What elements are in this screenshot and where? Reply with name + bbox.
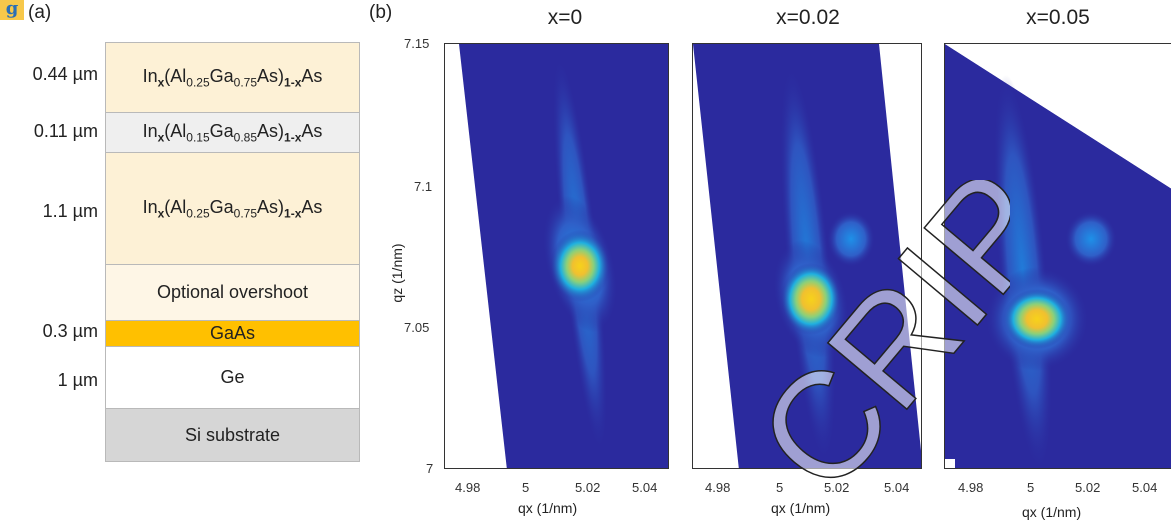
x-tick-label: 5 xyxy=(1027,480,1035,495)
x-tick-label: 5.02 xyxy=(824,480,850,495)
x-axis-label: qx (1/nm) xyxy=(518,500,578,516)
layer-stack: Inx(Al0.25Ga0.75As)1-xAs Inx(Al0.15Ga0.8… xyxy=(105,42,362,462)
panel-b-label: (b) xyxy=(369,2,393,23)
x-tick-label: 5.04 xyxy=(1132,480,1158,495)
journal-logo: g xyxy=(0,0,24,20)
layer-gaas: GaAs xyxy=(105,320,360,347)
y-axis-label: qz (1/nm) xyxy=(389,243,405,303)
x-axis-label: qx (1/nm) xyxy=(771,500,831,516)
layer-ingaalas-middle: Inx(Al0.15Ga0.85As)1-xAs xyxy=(105,112,360,153)
layer-formula: Inx(Al0.25Ga0.75As)1-xAs xyxy=(142,197,323,221)
x-tick-label: 4.98 xyxy=(455,480,481,495)
x-tick-label: 5.02 xyxy=(575,480,601,495)
y-tick-label: 7.1 xyxy=(414,179,433,194)
rsm-map-x0 xyxy=(444,43,669,469)
watermark-text: CRIPT xyxy=(725,180,1010,522)
x-tick-label: 5.02 xyxy=(1075,480,1101,495)
watermark: CRIPT xyxy=(724,180,1010,523)
y-tick-label: 7.15 xyxy=(404,36,430,51)
x-tick-label: 4.98 xyxy=(958,480,984,495)
layer-si-substrate: Si substrate xyxy=(105,408,360,462)
thickness-label: 0.44 µm xyxy=(32,64,98,84)
map-title-x002: x=0.02 xyxy=(776,6,840,29)
layer-ingaalas-top: Inx(Al0.25Ga0.75As)1-xAs xyxy=(105,42,360,113)
x-tick-label: 5.04 xyxy=(884,480,910,495)
thickness-label: 1.1 µm xyxy=(42,201,98,221)
layer-formula: Inx(Al0.25Ga0.75As)1-xAs xyxy=(142,65,323,90)
map-title-x0: x=0 xyxy=(547,6,583,29)
map-title-x005: x=0.05 xyxy=(1026,6,1090,29)
panel-a-label: (a) xyxy=(28,2,52,23)
thickness-label: 0.3 µm xyxy=(42,321,98,341)
layer-ingaalas-bottom: Inx(Al0.25Ga0.75As)1-xAs xyxy=(105,152,360,266)
y-tick-label: 7 xyxy=(426,461,434,476)
layer-overshoot: Optional overshoot xyxy=(105,264,360,321)
x-tick-label: 4.98 xyxy=(705,480,731,495)
x-tick-label: 5 xyxy=(776,480,784,495)
layer-formula: Inx(Al0.15Ga0.85As)1-xAs xyxy=(142,120,323,145)
rsm-map-x002 xyxy=(692,43,922,469)
y-tick-label: 7.05 xyxy=(404,320,430,335)
x-tick-label: 5.04 xyxy=(632,480,658,495)
thickness-label: 1 µm xyxy=(57,370,98,390)
rsm-map-x005 xyxy=(944,43,1171,469)
x-tick-label: 5 xyxy=(522,480,530,495)
layer-ge: Ge xyxy=(105,346,360,409)
x-axis-label: qx (1/nm) xyxy=(1022,504,1082,520)
thickness-label: 0.11 µm xyxy=(33,121,98,141)
